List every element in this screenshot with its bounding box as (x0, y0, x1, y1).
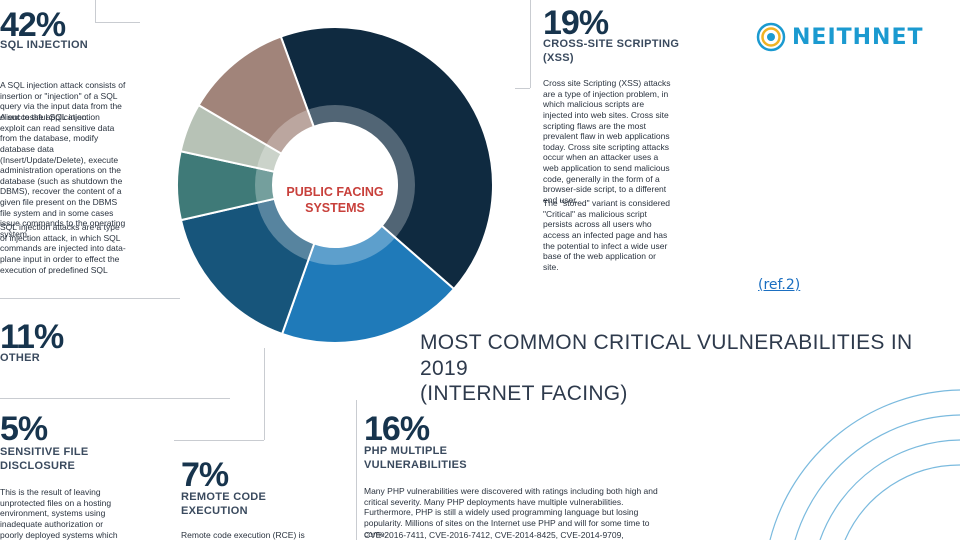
xss-title-2: (XSS) (543, 52, 574, 64)
connector-sensitive (0, 398, 230, 399)
connector-sql (95, 0, 96, 22)
sensitive-pct: 5% (0, 410, 48, 448)
center-label-line2: SYSTEMS (305, 201, 365, 215)
connector-xss-h (515, 88, 530, 89)
php-cve-list: CVE-2016-7411, CVE-2016-7412, CVE-2014-8… (364, 530, 624, 540)
connector-sql-h (95, 22, 140, 23)
sensitive-title-1: SENSITIVE FILE (0, 446, 89, 458)
donut-hole (273, 123, 397, 247)
sensitive-title-2: DISCLOSURE (0, 460, 76, 472)
spiral-logo-icon (756, 22, 786, 52)
xss-pct: 19% (543, 4, 609, 42)
center-label-line1: PUBLIC FACING (286, 185, 383, 199)
donut-chart: PUBLIC FACING SYSTEMS (176, 26, 494, 344)
connector-other (0, 298, 180, 299)
xss-desc-1: Cross site Scripting (XSS) attacks are a… (543, 78, 671, 205)
connector-rce-v (264, 348, 265, 440)
headline-line2: (INTERNET FACING) (420, 382, 628, 406)
sql-desc-1: A SQL injection attack consists of inser… (0, 80, 126, 122)
sensitive-desc: This is the result of leaving unprotecte… (0, 487, 118, 540)
rce-desc: Remote code execution (RCE) is (181, 530, 305, 540)
sql-pct: 42% (0, 6, 66, 44)
php-desc: Many PHP vulnerabilities were discovered… (364, 486, 658, 539)
connector-rce (174, 440, 264, 441)
sql-title: SQL INJECTION (0, 39, 89, 51)
reference-link[interactable]: (ref.2) (758, 277, 801, 293)
sql-desc-3: SQL injection attacks are a type of inje… (0, 222, 126, 274)
connector-xss (530, 0, 531, 88)
other-title: OTHER (0, 352, 40, 364)
other-pct: 11% (0, 318, 64, 356)
headline-line1: MOST COMMON CRITICAL VULNERABILITIES IN … (420, 331, 913, 380)
brand-logo: NEITHNET (756, 22, 924, 52)
decorative-arcs (769, 389, 960, 540)
rce-pct: 7% (181, 456, 229, 494)
xss-title-1: CROSS-SITE SCRIPTING (543, 38, 680, 50)
brand-name: NEITHNET (792, 24, 924, 50)
rce-title-2: EXECUTION (181, 505, 248, 517)
php-pct: 16% (364, 410, 430, 448)
php-title-2: VULNERABILITIES (364, 459, 467, 471)
rce-title-1: REMOTE CODE (181, 491, 267, 503)
sql-desc-2: A successful SQL injection exploit can r… (0, 112, 126, 239)
php-title-1: PHP MULTIPLE (364, 445, 448, 457)
connector-php (356, 400, 357, 540)
xss-desc-2: The "stored" variant is considered "Crit… (543, 198, 670, 272)
